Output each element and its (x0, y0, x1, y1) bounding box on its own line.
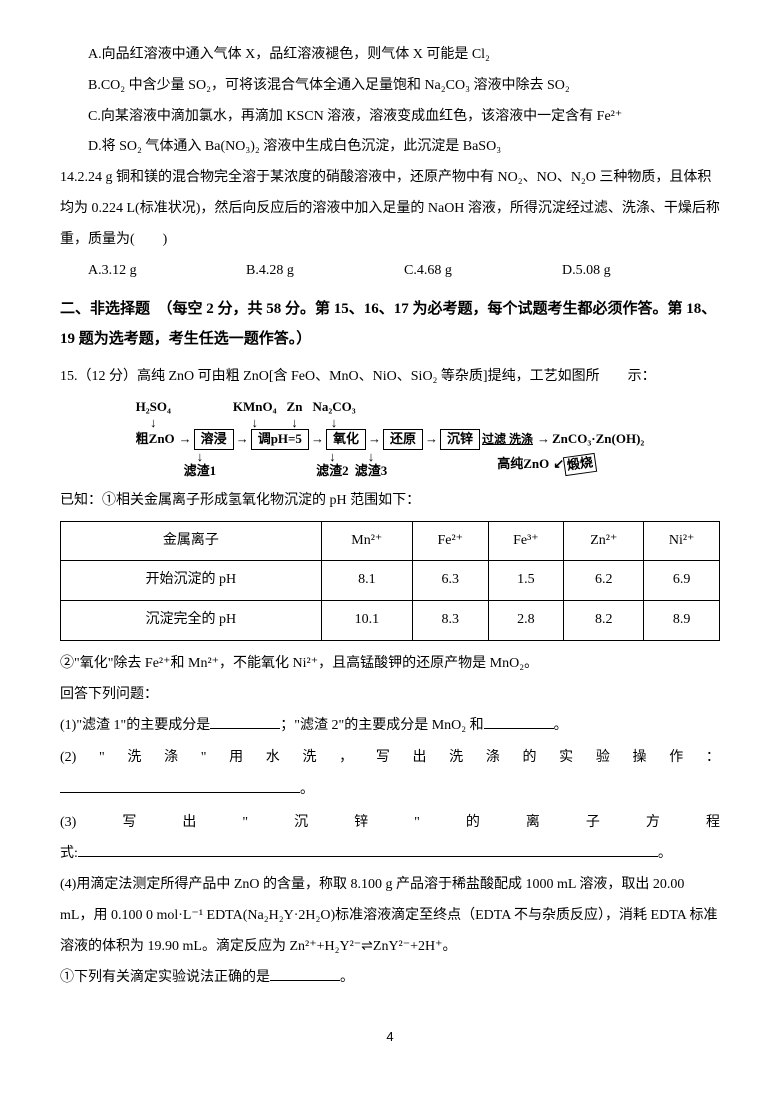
arrow-right-icon: → (368, 431, 381, 448)
flow-step-precipitate: 沉锌 (440, 429, 480, 450)
blank-field[interactable] (60, 778, 300, 793)
q15-part-4-1: ①下列有关滴定实验说法正确的是 。 (60, 963, 720, 994)
th-fe2: Fe²⁺ (412, 521, 488, 561)
arrow-down-icon: ↓ (291, 416, 298, 429)
q15-part-3-blank: 式:。 (60, 839, 720, 870)
flow-step-oxidize: 氧化 (326, 429, 366, 450)
flow-reagent-h2so4: H₂SO₄ (136, 399, 171, 416)
ph-table: 金属离子 Mn²⁺ Fe²⁺ Fe³⁺ Zn²⁺ Ni²⁺ 开始沉淀的 pH 8… (60, 521, 720, 641)
arrow-right-icon: → (311, 431, 324, 448)
q14-opt-c: C.4.68 g (404, 256, 562, 287)
flow-step-dissolve: 溶浸 (194, 429, 234, 450)
th-ion: 金属离子 (61, 521, 322, 561)
cell: 8.2 (564, 601, 644, 641)
th-mn: Mn²⁺ (321, 521, 412, 561)
flow-step-reduce: 还原 (383, 429, 423, 450)
p1-text-c: 。 (554, 718, 568, 733)
p1-text-b: ；"滤渣 2"的主要成分是 MnO₂ 和 (280, 718, 483, 733)
blank-field[interactable] (270, 966, 340, 981)
p4-1-text: ①下列有关滴定实验说法正确的是 (60, 970, 270, 985)
th-zn: Zn²⁺ (564, 521, 644, 561)
flow-residue-2: 滤渣2 (316, 463, 349, 480)
cell: 6.2 (564, 561, 644, 601)
q14-opt-a: A.3.12 g (88, 256, 246, 287)
q14-opt-d: D.5.08 g (562, 256, 720, 287)
q15-part-3: (3)写出"沉锌"的离子方程 (60, 806, 720, 840)
arrow-down-icon: ↓ (329, 450, 336, 463)
flow-reagent-na2co3: Na₂CO₃ (312, 399, 355, 416)
flow-residue-3: 滤渣3 (355, 463, 388, 480)
arrow-right-icon: → (537, 431, 550, 448)
flow-product-zno: 高纯ZnO (497, 456, 549, 473)
cell: 8.9 (644, 601, 720, 641)
arrow-down-icon: ↓ (368, 450, 375, 463)
flow-filter-wash: 过滤 洗涤 (482, 432, 533, 448)
th-fe3: Fe³⁺ (488, 521, 564, 561)
option-d: D.将 SO₂ 气体通入 Ba(NO₃)₂ 溶液中生成白色沉淀，此沉淀是 BaS… (60, 132, 720, 163)
q15-part-2-blank: 。 (60, 775, 720, 806)
flowchart: H₂SO₄ ↓ KMnO₄ ↓ Zn ↓ Na₂CO₃ ↓ 粗ZnO → 溶浸 (60, 399, 720, 480)
q15-intro: 15.（12 分）高纯 ZnO 可由粗 ZnO[含 FeO、MnO、NiO、Si… (60, 362, 720, 393)
q14-options: A.3.12 g B.4.28 g C.4.68 g D.5.08 g (60, 256, 720, 287)
p4-1-end: 。 (340, 970, 354, 985)
q14-stem: 14.2.24 g 铜和镁的混合物完全溶于某浓度的硝酸溶液中，还原产物中有 NO… (60, 163, 720, 255)
q15-known-1: 已知：①相关金属离子形成氢氧化物沉淀的 pH 范围如下： (60, 486, 720, 517)
th-ni: Ni²⁺ (644, 521, 720, 561)
flow-reagent-zn: Zn (287, 399, 303, 416)
blank-field[interactable] (484, 714, 554, 729)
arrow-down-icon: ↓ (197, 450, 204, 463)
q15-answer-prompt: 回答下列问题： (60, 680, 720, 711)
cell: 6.3 (412, 561, 488, 601)
cell: 6.9 (644, 561, 720, 601)
table-row: 金属离子 Mn²⁺ Fe²⁺ Fe³⁺ Zn²⁺ Ni²⁺ (61, 521, 720, 561)
flow-input: 粗ZnO (136, 431, 175, 448)
cell: 10.1 (321, 601, 412, 641)
q15-part-4: (4)用滴定法测定所得产品中 ZnO 的含量，称取 8.100 g 产品溶于稀盐… (60, 870, 720, 962)
option-c: C.向某溶液中滴加氯水，再滴加 KSCN 溶液，溶液变成血红色，该溶液中一定含有… (60, 102, 720, 133)
flow-residue-1: 滤渣1 (184, 463, 217, 480)
arrow-down-icon: ↓ (150, 416, 157, 429)
cell: 8.1 (321, 561, 412, 601)
r1-label: 开始沉淀的 pH (61, 561, 322, 601)
arrow-right-icon: → (179, 431, 192, 448)
q14-opt-b: B.4.28 g (246, 256, 404, 287)
q15-part-2: (2)"洗涤"用水洗，写出洗涤的实验操作： (60, 741, 720, 775)
flow-step-calcine: 煅烧 (563, 453, 597, 476)
page-number: 4 (60, 1023, 720, 1052)
section-2-title: 二、非选择题 （每空 2 分，共 58 分。第 15、16、17 为必考题，每个… (60, 294, 720, 354)
cell: 2.8 (488, 601, 564, 641)
table-row: 开始沉淀的 pH 8.1 6.3 1.5 6.2 6.9 (61, 561, 720, 601)
arrow-right-icon: → (425, 431, 438, 448)
cell: 1.5 (488, 561, 564, 601)
blank-field[interactable] (210, 714, 280, 729)
flow-reagent-kmno4: KMnO₄ (233, 399, 277, 416)
table-row: 沉淀完全的 pH 10.1 8.3 2.8 8.2 8.9 (61, 601, 720, 641)
arrow-down-icon: ↓ (251, 416, 258, 429)
flow-step-ph: 调pH=5 (251, 429, 309, 450)
cell: 8.3 (412, 601, 488, 641)
option-b: B.CO₂ 中含少量 SO₂，可将该混合气体全通入足量饱和 Na₂CO₃ 溶液中… (60, 71, 720, 102)
p1-text-a: (1)"滤渣 1"的主要成分是 (60, 718, 210, 733)
option-a: A.向品红溶液中通入气体 X，品红溶液褪色，则气体 X 可能是 Cl₂ (60, 40, 720, 71)
r2-label: 沉淀完全的 pH (61, 601, 322, 641)
arrow-right-icon: → (236, 431, 249, 448)
q15-part-1: (1)"滤渣 1"的主要成分是 ；"滤渣 2"的主要成分是 MnO₂ 和 。 (60, 711, 720, 742)
blank-field[interactable] (78, 842, 658, 857)
arrow-down-icon: ↓ (331, 416, 338, 429)
flow-product-znco3: ZnCO₃·Zn(OH)₂ (552, 431, 644, 448)
q15-known-2: ②"氧化"除去 Fe²⁺和 Mn²⁺，不能氧化 Ni²⁺，且高锰酸钾的还原产物是… (60, 649, 720, 680)
